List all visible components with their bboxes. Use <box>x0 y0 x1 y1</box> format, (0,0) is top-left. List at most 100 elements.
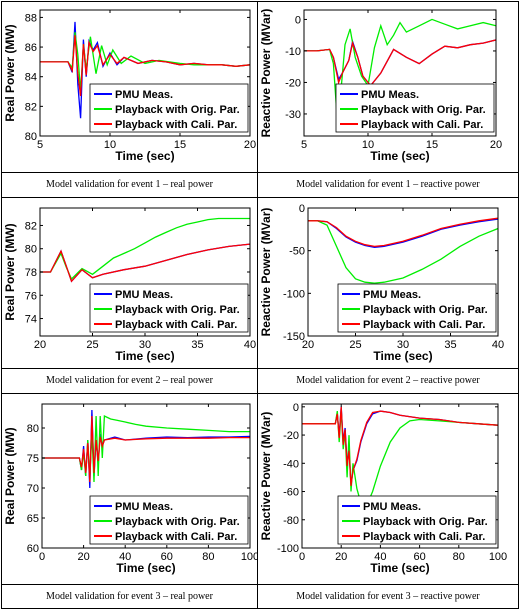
y-axis-label: Real Power (MW) <box>3 24 17 121</box>
y-tick-label: -20 <box>285 77 301 89</box>
legend-label: Playback with Cali. Par. <box>363 319 485 331</box>
y-tick-label: 80 <box>25 131 37 143</box>
chart-event1-reactive: 5 10 15 20 -30 -20 -10 0 Time (sec) Reactive Powe… <box>258 2 518 177</box>
y-tick-label: 70 <box>27 483 39 495</box>
x-tick-label: 10 <box>362 139 374 151</box>
plot-frame <box>303 9 497 137</box>
caption-event3-reactive: Model validation for event 3 – reactive … <box>296 591 480 602</box>
legend-label: Playback with Orig. Par. <box>115 304 240 316</box>
x-tick-label: 5 <box>37 139 43 151</box>
y-tick-label: 0 <box>295 14 301 26</box>
row-divider <box>2 393 518 394</box>
legend-label: Playback with Orig. Par. <box>115 104 240 116</box>
x-axis-label: Time (sec) <box>370 561 429 575</box>
y-axis-label: Real Power (MW) <box>3 223 17 320</box>
y-tick-label: -100 <box>277 543 299 555</box>
x-tick-label: 80 <box>202 551 214 563</box>
legend-label: Playback with Cali. Par. <box>361 119 483 131</box>
x-tick-label: 30 <box>139 339 151 351</box>
x-tick-label: 40 <box>244 339 256 351</box>
legend-label: Playback with Orig. Par. <box>115 516 240 528</box>
legend-label: Playback with Cali. Par. <box>115 319 237 331</box>
series-line-2 <box>302 409 498 507</box>
x-tick-label: 20 <box>335 551 347 563</box>
plot-frame <box>41 403 251 549</box>
legend-box <box>89 83 249 133</box>
y-tick-label: 0 <box>299 203 305 215</box>
y-tick-label: 82 <box>25 220 37 232</box>
y-tick-label: 65 <box>27 513 39 525</box>
column-divider <box>257 2 258 608</box>
y-tick-label: 84 <box>25 72 37 84</box>
x-tick-label: 20 <box>490 139 502 151</box>
y-tick-label: 86 <box>25 42 37 54</box>
series-line-2 <box>42 414 250 483</box>
row-divider <box>2 368 518 369</box>
legend-label: Playback with Cali. Par. <box>115 119 237 131</box>
legend-label: Playback with Orig. Par. <box>363 516 488 528</box>
legend-box <box>337 283 497 333</box>
x-tick-label: 0 <box>299 551 305 563</box>
legend-label: PMU Meas. <box>115 501 173 513</box>
x-tick-label: 40 <box>374 551 386 563</box>
series-line-3 <box>40 243 250 283</box>
legend-label: Playback with Cali. Par. <box>363 531 485 543</box>
y-axis-label: Reactive Power (MVar) <box>259 208 273 337</box>
legend-label: PMU Meas. <box>115 289 173 301</box>
row-divider <box>2 172 518 173</box>
x-tick-label: 40 <box>492 339 504 351</box>
x-tick-label: 35 <box>191 339 203 351</box>
x-tick-label: 20 <box>34 339 46 351</box>
x-tick-label: 15 <box>174 139 186 151</box>
y-tick-label: -20 <box>283 430 299 442</box>
x-tick-label: 35 <box>444 339 456 351</box>
legend-label: Playback with Orig. Par. <box>361 104 486 116</box>
series-line-2 <box>40 32 250 92</box>
x-tick-label: 100 <box>489 551 507 563</box>
caption-event3-real: Model validation for event 3 – real powe… <box>46 591 213 602</box>
x-tick-label: 20 <box>302 339 314 351</box>
y-tick-label: -60 <box>283 487 299 499</box>
chart-event2-reactive: 20 25 30 35 40 -150 -100 -50 0 Time (sec) Reactive… <box>258 198 518 373</box>
x-axis-label: Time (sec) <box>373 349 432 363</box>
y-axis-label: Reactive Power (MVar) <box>259 9 273 138</box>
plot-frame <box>301 403 499 549</box>
x-tick-label: 25 <box>86 339 98 351</box>
y-tick-label: -50 <box>289 246 305 258</box>
series-line-3 <box>40 35 250 97</box>
series-line-3 <box>42 415 250 483</box>
y-tick-label: -80 <box>283 515 299 527</box>
legend-label: Playback with Cali. Par. <box>115 531 237 543</box>
y-tick-label: 74 <box>25 314 37 326</box>
y-tick-label: 0 <box>293 402 299 414</box>
x-axis-label: Time (sec) <box>115 149 174 163</box>
legend-label: Playback with Orig. Par. <box>363 304 488 316</box>
series-line-3 <box>302 406 498 486</box>
x-tick-label: 15 <box>426 139 438 151</box>
x-axis-label: Time (sec) <box>115 349 174 363</box>
series-line-2 <box>308 220 498 284</box>
x-tick-label: 30 <box>397 339 409 351</box>
row-divider <box>2 197 518 198</box>
plot-frame <box>39 9 251 137</box>
y-tick-label: 80 <box>25 244 37 256</box>
y-tick-label: 78 <box>25 267 37 279</box>
x-tick-label: 40 <box>119 551 131 563</box>
row-divider <box>2 584 518 585</box>
legend-label: PMU Meas. <box>363 501 421 513</box>
series-line-3 <box>308 217 498 248</box>
y-tick-label: -100 <box>283 288 305 300</box>
x-tick-label: 5 <box>301 139 307 151</box>
legend-label: PMU Meas. <box>115 89 173 101</box>
y-tick-label: 80 <box>27 423 39 435</box>
legend-box <box>337 495 497 545</box>
x-tick-label: 20 <box>77 551 89 563</box>
series-line-1 <box>40 243 250 283</box>
caption-event1-real: Model validation for event 1 – real powe… <box>46 179 213 190</box>
x-axis-label: Time (sec) <box>370 149 429 163</box>
caption-event1-reactive: Model validation for event 1 – reactive … <box>296 179 480 190</box>
y-axis-label: Real Power (MW) <box>3 427 17 524</box>
y-tick-label: 75 <box>27 453 39 465</box>
chart-event3-reactive: 0 20 40 60 80 100 -100 -80 -60 -40 -20 0 Time (sec) R… <box>258 394 518 589</box>
